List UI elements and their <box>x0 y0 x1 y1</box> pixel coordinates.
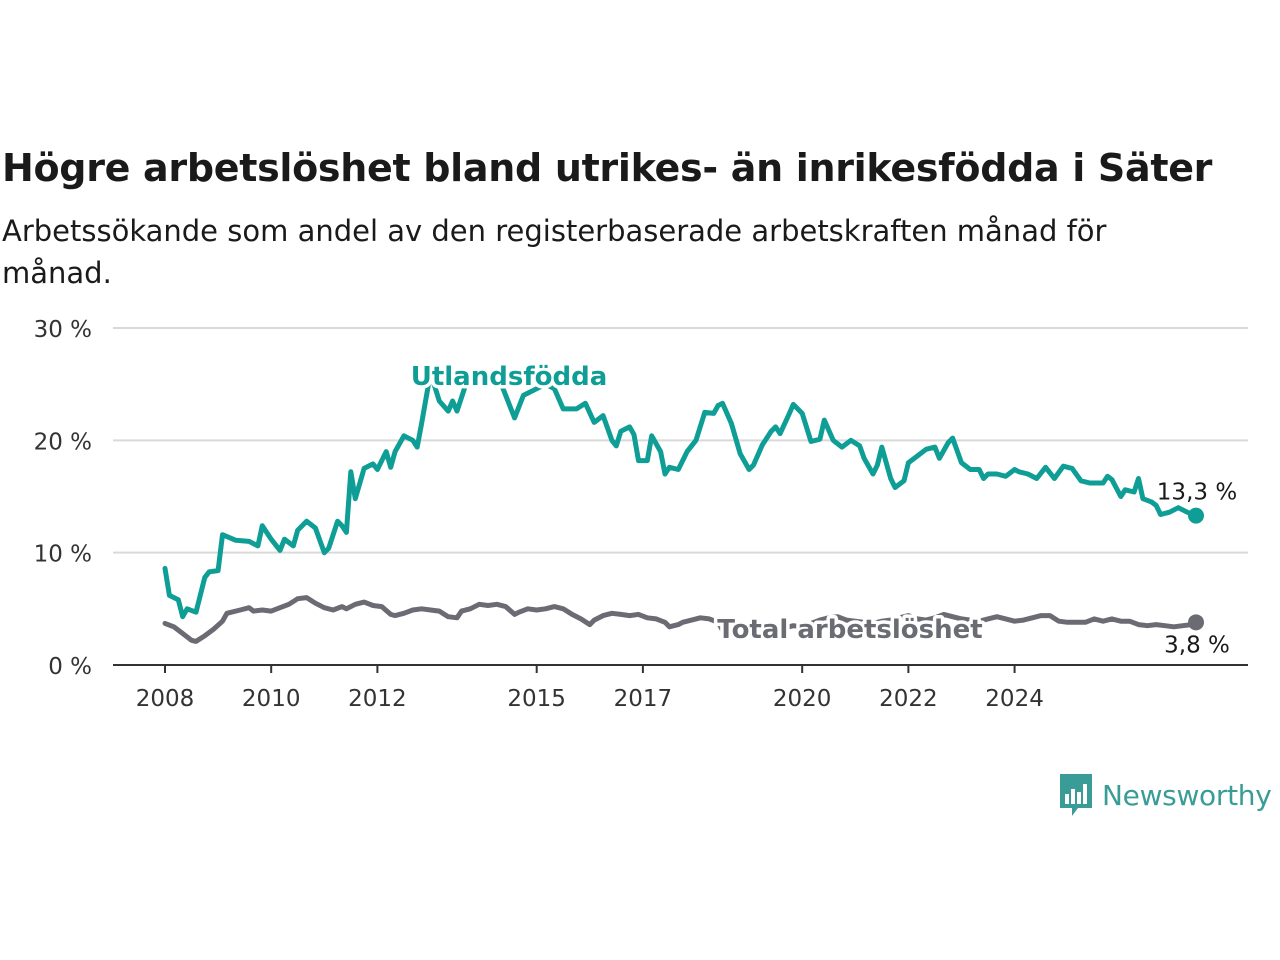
x-tick-label: 2022 <box>879 686 938 712</box>
x-tick-label: 2024 <box>985 686 1044 712</box>
brand-name: Newsworthy <box>1102 778 1272 812</box>
x-tick-label: 2020 <box>773 686 832 712</box>
x-tick-label: 2017 <box>614 686 673 712</box>
y-axis-ticks: 0 % 10 % 20 % 30 % <box>34 317 92 680</box>
series-line-0 <box>162 370 1199 620</box>
series-lines <box>162 370 1204 644</box>
gridlines <box>113 327 1248 554</box>
chart-title: Högre arbetslöshet bland utrikes- än inr… <box>2 146 1213 190</box>
x-axis: 2008 2010 2012 2015 2017 2020 2022 2024 <box>113 664 1248 712</box>
series-name-label: Utlandsfödda <box>411 362 608 392</box>
line-chart: 0 % 10 % 20 % 30 % 2008 2010 2012 2015 2017 2020… <box>34 317 1248 712</box>
chart-subtitle: Arbetssökande som andel av den registerb… <box>2 214 1107 290</box>
series-line-1 <box>162 595 1199 644</box>
end-point-1 <box>1188 614 1204 631</box>
y-tick-label: 10 % <box>34 542 92 568</box>
end-point-0 <box>1188 507 1204 524</box>
y-tick-label: 30 % <box>34 317 92 343</box>
x-tick-label: 2012 <box>348 686 407 712</box>
y-tick-label: 20 % <box>34 429 92 455</box>
newsworthy-logo: Newsworthy <box>1058 772 1272 818</box>
y-tick-label: 0 % <box>48 654 92 680</box>
end-value-label: 3,8 % <box>1164 632 1230 658</box>
end-value-label: 13,3 % <box>1157 480 1237 506</box>
series-labels: 13,3 % 3,8 % Utlandsfödda Total arbetslöshe… <box>407 359 1237 659</box>
x-tick-label: 2015 <box>507 686 566 712</box>
series-name-label: Total arbetslöshet <box>717 615 982 645</box>
x-tick-label: 2008 <box>136 686 195 712</box>
x-tick-label: 2010 <box>242 686 301 712</box>
newsworthy-logo-icon <box>1060 774 1092 816</box>
